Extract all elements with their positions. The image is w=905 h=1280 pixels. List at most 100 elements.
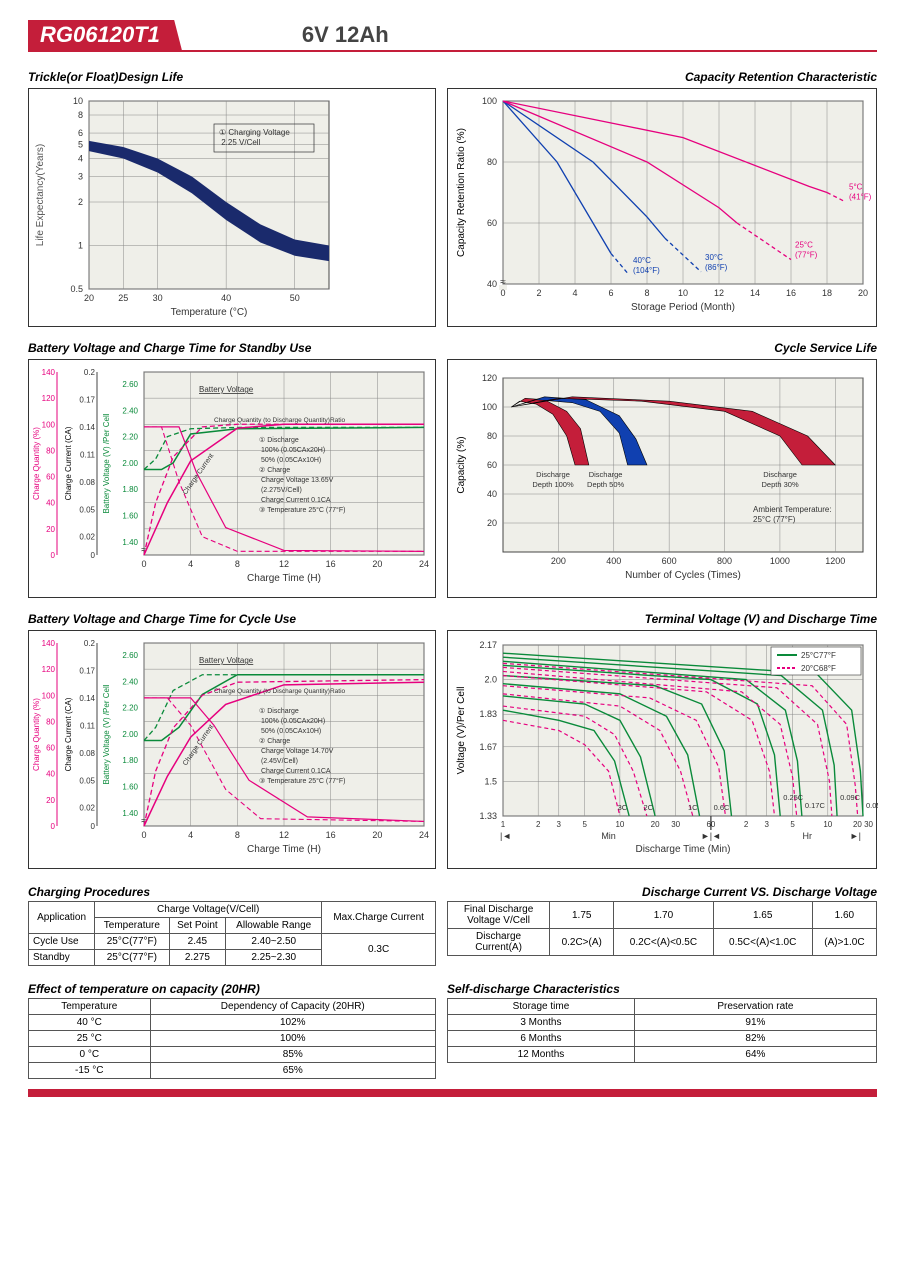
svg-text:4: 4 [188, 830, 193, 840]
svg-text:►|◄: ►|◄ [701, 831, 721, 841]
svg-text:20: 20 [46, 525, 55, 534]
svg-text:0: 0 [91, 551, 96, 560]
svg-text:80: 80 [487, 157, 497, 167]
svg-text:2.20: 2.20 [122, 704, 138, 713]
svg-text:0: 0 [500, 288, 505, 298]
svg-text:5°C(41°F): 5°C(41°F) [849, 183, 872, 202]
svg-text:Discharge Time (Min): Discharge Time (Min) [635, 844, 730, 855]
svg-text:10: 10 [615, 820, 624, 829]
svg-text:25: 25 [118, 293, 128, 303]
svg-text:Charge Time (H): Charge Time (H) [247, 573, 321, 584]
svg-text:Charge Quantity (%): Charge Quantity (%) [32, 698, 41, 771]
svg-text:100: 100 [482, 402, 497, 412]
svg-text:Temperature (°C): Temperature (°C) [171, 307, 248, 318]
discharge-chart: 3C2C1C0.6C0.25C0.17C0.09C0.05C25°C77°F20… [448, 631, 878, 865]
svg-text:14: 14 [750, 288, 760, 298]
svg-text:1.80: 1.80 [122, 756, 138, 765]
svg-text:0.17: 0.17 [79, 666, 95, 675]
svg-text:Storage Period (Month): Storage Period (Month) [631, 302, 735, 313]
svg-text:1: 1 [78, 241, 83, 251]
svg-text:Capacity Retention Ratio (%): Capacity Retention Ratio (%) [456, 128, 467, 257]
svg-text:1.5: 1.5 [484, 776, 497, 786]
svg-text:1C: 1C [688, 803, 698, 812]
svg-text:40: 40 [221, 293, 231, 303]
standby-charge-chart: ≈Battery VoltageCharge Quantity (to Disc… [29, 360, 437, 594]
svg-text:2.0: 2.0 [484, 675, 497, 685]
svg-text:8: 8 [235, 830, 240, 840]
svg-text:2.20: 2.20 [122, 433, 138, 442]
svg-text:12: 12 [279, 830, 289, 840]
tableC-title: Effect of temperature on capacity (20HR) [28, 982, 436, 996]
svg-text:40: 40 [487, 279, 497, 289]
svg-text:8: 8 [235, 559, 240, 569]
svg-text:20: 20 [84, 293, 94, 303]
svg-text:30: 30 [671, 820, 680, 829]
svg-text:1.80: 1.80 [122, 485, 138, 494]
svg-text:0: 0 [141, 830, 146, 840]
trickle-life-chart: ① Charging Voltage 2.25 V/Cell2025304050… [29, 89, 437, 323]
svg-text:Life Expectancy(Years): Life Expectancy(Years) [35, 144, 46, 246]
svg-text:30: 30 [153, 293, 163, 303]
svg-text:60: 60 [46, 473, 55, 482]
svg-text:1.67: 1.67 [479, 742, 497, 752]
svg-text:Charge Current (CA): Charge Current (CA) [64, 426, 73, 500]
capacity-retention-chart: ≈40°C(104°F)30°C(86°F)25°C(77°F)5°C(41°F… [448, 89, 878, 323]
svg-text:0: 0 [51, 822, 56, 831]
svg-text:120: 120 [482, 373, 497, 383]
svg-text:4: 4 [188, 559, 193, 569]
svg-text:1: 1 [501, 820, 506, 829]
svg-text:100: 100 [42, 420, 56, 429]
svg-text:12: 12 [714, 288, 724, 298]
svg-text:25°C77°F: 25°C77°F [801, 651, 836, 660]
svg-text:3: 3 [78, 172, 83, 182]
svg-text:60: 60 [487, 218, 497, 228]
svg-text:40: 40 [46, 499, 55, 508]
svg-text:0.09C: 0.09C [840, 793, 861, 802]
svg-text:5: 5 [582, 820, 587, 829]
tableB-title: Discharge Current VS. Discharge Voltage [447, 885, 877, 899]
svg-text:0.2: 0.2 [84, 368, 96, 377]
tableA-title: Charging Procedures [28, 885, 436, 899]
svg-text:Battery Voltage (V) /Per Cell: Battery Voltage (V) /Per Cell [102, 684, 111, 784]
svg-text:Charge Time (H): Charge Time (H) [247, 844, 321, 855]
svg-text:0.25C: 0.25C [783, 793, 804, 802]
svg-text:0.6C: 0.6C [714, 803, 730, 812]
svg-text:120: 120 [42, 394, 56, 403]
svg-text:20: 20 [372, 559, 382, 569]
svg-text:0: 0 [141, 559, 146, 569]
svg-text:20: 20 [858, 288, 868, 298]
svg-text:2: 2 [536, 820, 541, 829]
svg-text:DischargeDepth 50%: DischargeDepth 50% [587, 470, 624, 489]
svg-text:5: 5 [78, 139, 83, 149]
svg-text:0.11: 0.11 [80, 450, 96, 459]
svg-text:0: 0 [51, 551, 56, 560]
svg-text:Charge Quantity (to Discharge: Charge Quantity (to Discharge Quantity)R… [214, 688, 346, 695]
svg-text:60: 60 [487, 460, 497, 470]
svg-text:3: 3 [557, 820, 562, 829]
svg-text:80: 80 [487, 431, 497, 441]
svg-text:Battery Voltage (V) /Per Cell: Battery Voltage (V) /Per Cell [102, 413, 111, 513]
svg-text:50: 50 [290, 293, 300, 303]
footer-rule [28, 1089, 877, 1097]
svg-text:2: 2 [536, 288, 541, 298]
svg-text:2.17: 2.17 [479, 640, 497, 650]
svg-text:0.11: 0.11 [80, 721, 96, 730]
chart6-title: Terminal Voltage (V) and Discharge Time [447, 612, 877, 626]
svg-text:4: 4 [572, 288, 577, 298]
svg-text:4: 4 [78, 154, 83, 164]
svg-text:DischargeDepth 100%: DischargeDepth 100% [532, 470, 574, 489]
svg-text:1.83: 1.83 [479, 709, 497, 719]
svg-text:20: 20 [651, 820, 660, 829]
svg-text:≈: ≈ [500, 277, 506, 288]
cycle-charge-chart: ≈Battery VoltageCharge Quantity (to Disc… [29, 631, 437, 865]
svg-text:0.08: 0.08 [79, 749, 95, 758]
svg-text:DischargeDepth 30%: DischargeDepth 30% [762, 470, 799, 489]
svg-text:0.2: 0.2 [84, 639, 96, 648]
svg-text:80: 80 [46, 446, 55, 455]
svg-text:2.40: 2.40 [122, 677, 138, 686]
svg-text:6: 6 [78, 128, 83, 138]
svg-text:0.08: 0.08 [79, 478, 95, 487]
svg-text:0: 0 [91, 822, 96, 831]
svg-text:►|: ►| [850, 831, 861, 841]
svg-text:1.60: 1.60 [122, 783, 138, 792]
